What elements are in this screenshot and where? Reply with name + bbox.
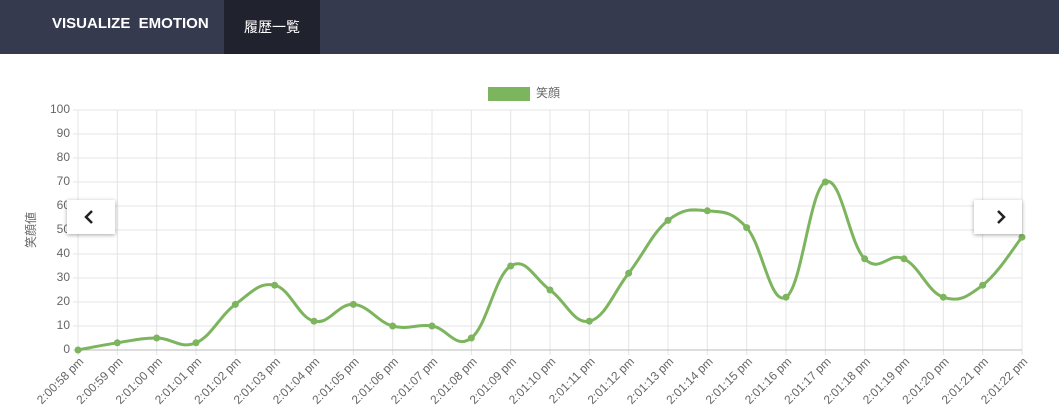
point bbox=[192, 339, 200, 347]
point bbox=[821, 178, 829, 186]
point bbox=[546, 286, 554, 294]
point bbox=[900, 255, 908, 263]
point bbox=[782, 293, 790, 301]
point bbox=[389, 322, 397, 330]
point bbox=[74, 346, 82, 354]
chevron-right bbox=[997, 210, 1006, 224]
prev-button[interactable] bbox=[67, 200, 115, 234]
y-tick-label: 10 bbox=[57, 318, 71, 332]
point bbox=[153, 334, 161, 342]
point bbox=[585, 317, 593, 325]
point bbox=[664, 216, 672, 224]
y-axis-label: 笑顔値 bbox=[23, 212, 38, 248]
point bbox=[467, 334, 475, 342]
y-tick-label: 90 bbox=[57, 126, 71, 140]
legend-label: 笑顔 bbox=[536, 85, 560, 100]
y-tick-label: 80 bbox=[57, 150, 71, 164]
point bbox=[625, 269, 633, 277]
y-tick-label: 40 bbox=[57, 246, 71, 260]
legend-swatch bbox=[488, 87, 530, 101]
point bbox=[231, 300, 239, 308]
chevron-left bbox=[84, 210, 93, 224]
point bbox=[979, 281, 987, 289]
y-tick-label: 20 bbox=[57, 294, 71, 308]
point bbox=[939, 293, 947, 301]
point bbox=[310, 317, 318, 325]
navbar: VISUALIZE EMOTION 履歴一覧 bbox=[0, 0, 1059, 54]
point bbox=[113, 339, 121, 347]
history-tab[interactable]: 履歴一覧 bbox=[224, 0, 320, 54]
y-tick-label: 50 bbox=[57, 222, 71, 236]
point bbox=[428, 322, 436, 330]
line bbox=[77, 180, 1024, 352]
point bbox=[271, 281, 279, 289]
point bbox=[1018, 233, 1026, 241]
point bbox=[743, 224, 751, 232]
brand[interactable]: VISUALIZE EMOTION bbox=[52, 15, 209, 32]
point bbox=[703, 207, 711, 215]
y-tick-label: 100 bbox=[50, 102, 70, 116]
point bbox=[349, 300, 357, 308]
y-tick-label: 0 bbox=[63, 342, 70, 356]
point bbox=[507, 262, 515, 270]
next-button[interactable] bbox=[974, 200, 1022, 234]
y-tick-label: 70 bbox=[57, 174, 71, 188]
y-tick-label: 60 bbox=[57, 198, 71, 212]
point bbox=[861, 255, 869, 263]
y-tick-label: 30 bbox=[57, 270, 71, 284]
